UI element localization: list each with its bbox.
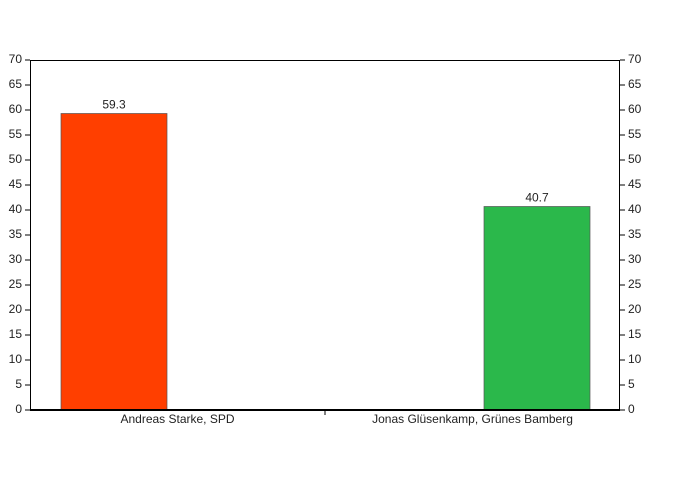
y-tick-label: 20 (9, 302, 23, 316)
x-tick-label: Jonas Glüsenkamp, Grünes Bamberg (372, 412, 573, 426)
data-label: 59.3 (102, 98, 126, 112)
data-label: 40.7 (525, 191, 549, 205)
y-tick-label: 70 (9, 52, 23, 66)
y-tick-label: 40 (9, 202, 23, 216)
y-tick-label: 60 (9, 102, 23, 116)
y2-tick-label: 30 (628, 252, 642, 266)
y-tick-label: 65 (9, 77, 23, 91)
y2-tick-label: 5 (628, 377, 635, 391)
y2-tick-label: 60 (628, 102, 642, 116)
y-tick-label: 45 (9, 177, 23, 191)
y-tick-label: 35 (9, 227, 23, 241)
y-tick-label: 0 (15, 402, 22, 416)
y-tick-label: 55 (9, 127, 23, 141)
y2-tick-label: 65 (628, 77, 642, 91)
x-tick-label: Andreas Starke, SPD (120, 412, 234, 426)
y2-tick-label: 70 (628, 52, 642, 66)
bar (60, 113, 168, 411)
y-tick-label: 50 (9, 152, 23, 166)
y2-tick-label: 55 (628, 127, 642, 141)
y-tick-label: 15 (9, 327, 23, 341)
y2-tick-label: 25 (628, 277, 642, 291)
y-tick-label: 30 (9, 252, 23, 266)
y-tick-label: 10 (9, 352, 23, 366)
y2-tick-label: 10 (628, 352, 642, 366)
y2-tick-label: 20 (628, 302, 642, 316)
y2-tick-label: 35 (628, 227, 642, 241)
bar (483, 206, 591, 411)
y2-tick-label: 15 (628, 327, 642, 341)
y-tick-label: 5 (15, 377, 22, 391)
y2-tick-label: 40 (628, 202, 642, 216)
y-tick-label: 25 (9, 277, 23, 291)
y2-tick-label: 45 (628, 177, 642, 191)
y2-tick-label: 50 (628, 152, 642, 166)
y2-tick-label: 0 (628, 402, 635, 416)
